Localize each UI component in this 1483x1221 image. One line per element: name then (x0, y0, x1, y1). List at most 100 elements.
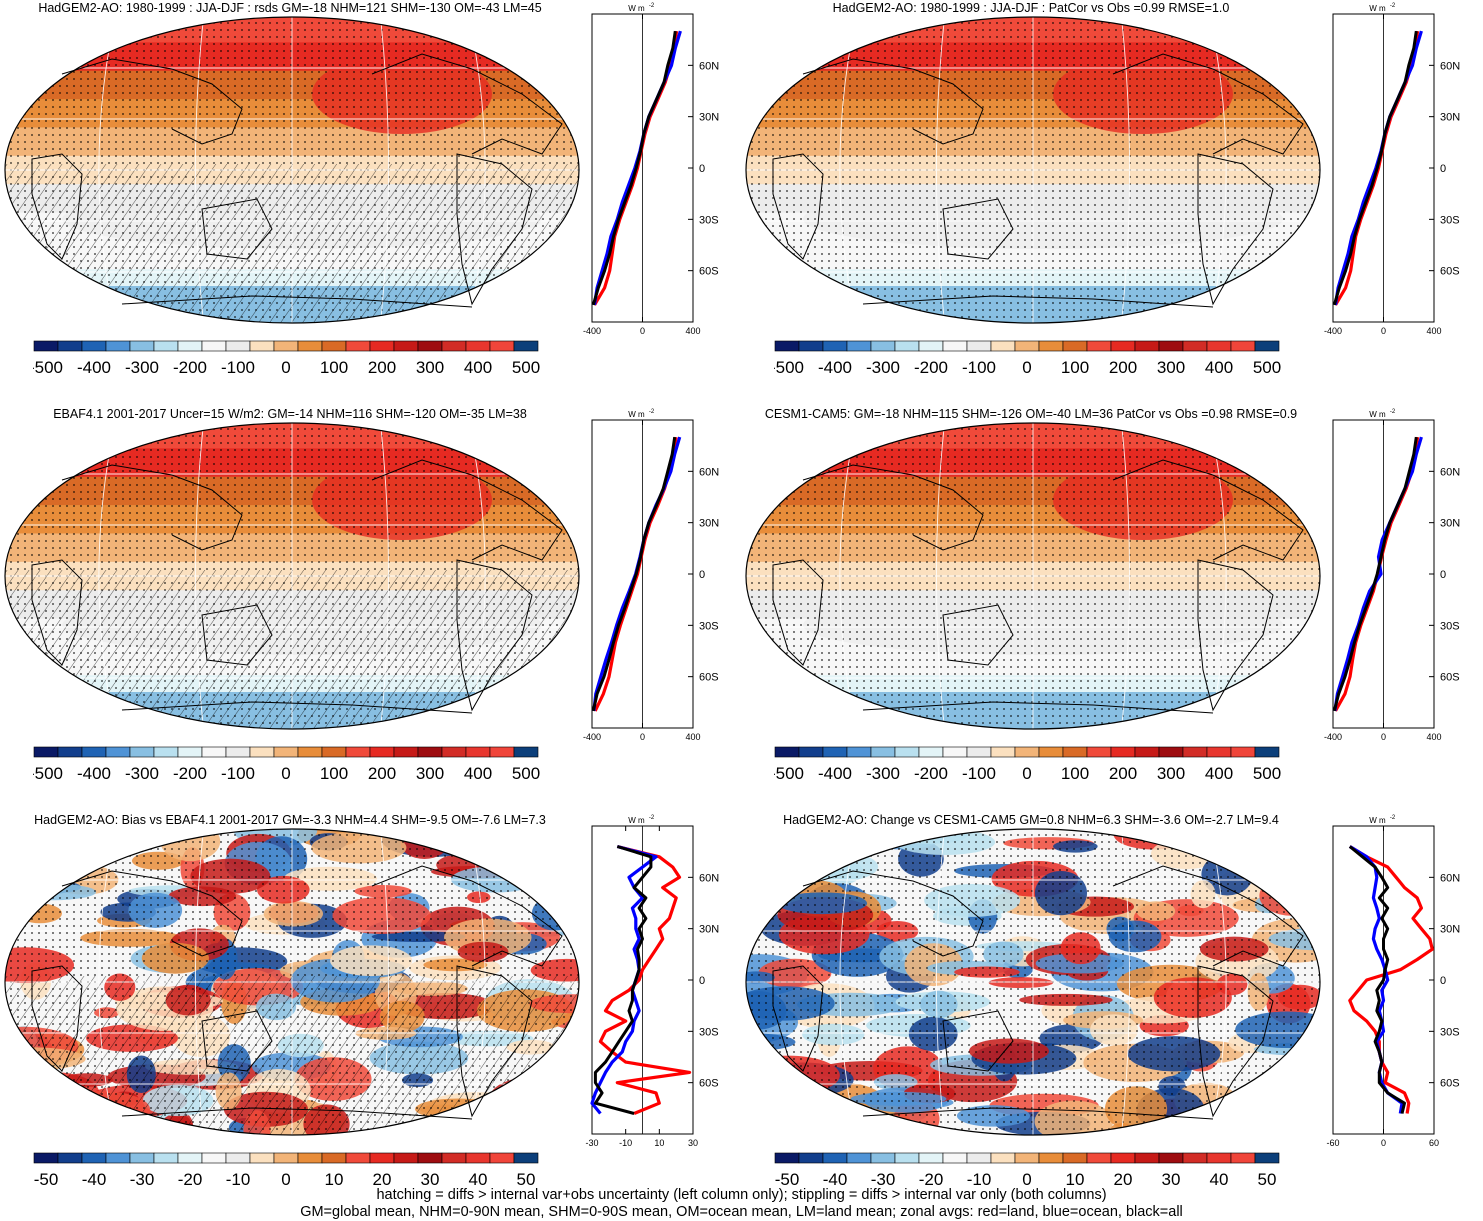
coastline (802, 464, 984, 551)
colorbar-swatch (345, 1152, 371, 1164)
colorbar-swatch (225, 746, 251, 758)
coastline (802, 58, 984, 145)
colorbar-swatch (1062, 746, 1088, 758)
colorbar-swatch (177, 1152, 203, 1164)
coastline (1112, 53, 1304, 155)
map-outline (745, 422, 1321, 730)
colorbar-swatch (1062, 340, 1088, 352)
colorbar-swatch (345, 746, 371, 758)
y-tick-label: 30S (699, 214, 719, 226)
meridian-line (380, 423, 390, 729)
colorbar-swatch (153, 746, 179, 758)
zonal-mean-plot: W m -2 -400 0 400 60N 30N 0 30S 60S (583, 409, 719, 742)
y-tick-label: 60S (1440, 1078, 1460, 1090)
colorbar-label: -300 (866, 358, 900, 377)
panel-title: CESM1-CAM5: GM=-18 NHM=115 SHM=-126 OM=-… (764, 407, 1298, 421)
colorbar-label: 500 (512, 764, 540, 783)
colorbar-label: 0 (281, 764, 290, 783)
meridian-line (935, 829, 945, 1135)
zonal-line-ocean (590, 844, 658, 1115)
colorbar-label: 50 (1258, 1170, 1277, 1189)
colorbar-label: -50 (34, 1170, 59, 1189)
x-tick-label: 0 (1381, 1138, 1386, 1148)
y-tick-label: 30S (1440, 1026, 1460, 1038)
colorbar-swatch (870, 1152, 896, 1164)
map-outline (745, 828, 1321, 1136)
colorbar-swatch (1062, 1152, 1088, 1164)
colorbar-label: 40 (1210, 1170, 1229, 1189)
colorbar-swatch (894, 340, 920, 352)
colorbar-label: -30 (871, 1170, 896, 1189)
x-unit-label: W m (1369, 4, 1386, 13)
colorbar-swatch (417, 746, 443, 758)
colorbar-swatch (798, 340, 824, 352)
coastline (1112, 459, 1304, 561)
colorbar-swatch (942, 746, 968, 758)
colorbar-label: 0 (281, 1170, 290, 1189)
colorbar-label: -10 (226, 1170, 251, 1189)
y-tick-label: 60N (1440, 872, 1460, 884)
x-tick-label: 400 (685, 732, 700, 742)
meridian-line (194, 423, 204, 729)
colorbar-swatch (1158, 340, 1184, 352)
meridian-line (468, 17, 486, 323)
colorbar-swatch (966, 746, 992, 758)
meridian-line (935, 423, 945, 729)
coastline (201, 604, 273, 666)
colorbar-swatch (1182, 340, 1208, 352)
y-tick-label: 0 (1440, 163, 1446, 175)
x-unit-label: W m (628, 816, 645, 825)
colorbar-swatch (1014, 340, 1040, 352)
coastline (942, 198, 1014, 260)
x-tick-label: 0 (640, 732, 645, 742)
meridian-line (468, 829, 486, 1135)
colorbar-swatch (57, 340, 83, 352)
colorbar-label: 100 (320, 358, 348, 377)
colorbar-label: 0 (1022, 764, 1031, 783)
x-tick-label: 10 (654, 1138, 664, 1148)
colorbar-swatch (798, 746, 824, 758)
colorbar-swatch (393, 1152, 419, 1164)
colorbar-label: 20 (373, 1170, 392, 1189)
coastline (772, 153, 824, 260)
panel-title: HadGEM2-AO: 1980-1999 : JJA-DJF : PatCor… (832, 1, 1230, 15)
x-unit-label: W m (628, 4, 645, 13)
map-blob (756, 834, 802, 875)
colorbar-swatch (321, 1152, 347, 1164)
y-tick-label: 60N (699, 466, 719, 478)
colorbar: -500 -400 -300 -200 -100 0 100 200 300 400 500 (774, 746, 1281, 783)
map-blob (825, 830, 872, 862)
meridian-line (1121, 829, 1131, 1135)
zonal-mean-plot: W m -2 -400 0 400 60N 30N 0 30S 60S (1324, 3, 1460, 336)
y-tick-label: 30S (699, 620, 719, 632)
panel-bias: HadGEM2-AO: Bias vs EBAF4.1 2001-2017 GM… (0, 812, 741, 1218)
colorbar-label: 400 (1205, 764, 1233, 783)
x-unit-superscript: -2 (1390, 3, 1396, 9)
map-blob (746, 896, 768, 933)
colorbar-label: -300 (866, 764, 900, 783)
colorbar-label: -400 (77, 764, 111, 783)
coastline (371, 865, 563, 967)
colorbar-label: -200 (914, 358, 948, 377)
meridian-line (1209, 17, 1227, 323)
colorbar-label: -100 (221, 358, 255, 377)
coastline (31, 965, 83, 1072)
panel-title: HadGEM2-AO: Bias vs EBAF4.1 2001-2017 GM… (34, 813, 546, 827)
coastline (61, 58, 243, 145)
x-tick-label: -400 (583, 732, 601, 742)
meridian-line (380, 829, 390, 1135)
x-tick-label: -400 (583, 326, 601, 336)
coastline (31, 559, 83, 666)
y-tick-label: 30N (1440, 924, 1460, 936)
zonal-line-all (1332, 30, 1418, 306)
panel-title: HadGEM2-AO: Change vs CESM1-CAM5 GM=0.8 … (783, 813, 1279, 827)
colorbar-swatch (33, 746, 59, 758)
colorbar-label: 200 (1109, 764, 1137, 783)
y-tick-label: 60S (699, 1078, 719, 1090)
colorbar-label: -20 (919, 1170, 944, 1189)
colorbar-label: 100 (1061, 358, 1089, 377)
map (4, 16, 580, 324)
colorbar-swatch (177, 340, 203, 352)
colorbar-swatch (774, 340, 800, 352)
colorbar-swatch (1182, 746, 1208, 758)
